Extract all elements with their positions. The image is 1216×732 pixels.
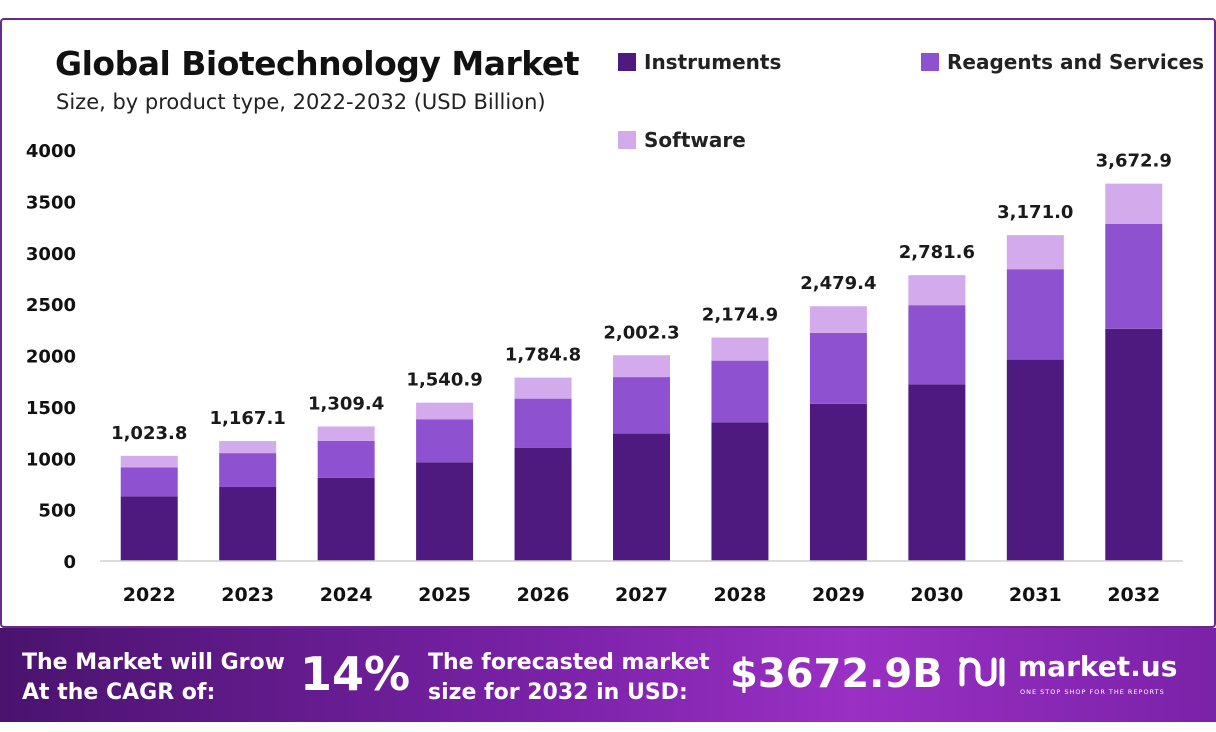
legend-label-software: Software [644, 128, 746, 152]
brand-name: market.us [1018, 650, 1178, 683]
bar-stacks [120, 183, 1163, 561]
bar-software [120, 455, 178, 468]
x-tick-label: 2025 [418, 584, 471, 606]
bar-instruments [416, 462, 474, 561]
x-tick-label: 2031 [1009, 584, 1062, 606]
bar-reagents [317, 440, 375, 478]
bar-reagents [1006, 269, 1064, 360]
bar-reagents [711, 360, 769, 423]
y-tick-label: 1000 [26, 449, 76, 470]
legend-item-software: Software [618, 128, 746, 152]
bar-instruments [613, 433, 670, 561]
total-data-label: 1,167.1 [210, 408, 286, 429]
bar-software [711, 337, 769, 361]
chart-subtitle: Size, by product type, 2022-2032 (USD Bi… [56, 90, 546, 114]
bar-instruments [514, 447, 572, 561]
x-tick-label: 2028 [714, 584, 767, 606]
bar-reagents [809, 332, 867, 404]
chart-title: Global Biotechnology Market [55, 44, 579, 83]
bar-reagents [1105, 223, 1163, 329]
total-data-label: 2,479.4 [800, 273, 876, 294]
bar-reagents [514, 398, 572, 448]
forecast-label: The forecasted market size for 2032 in U… [428, 650, 710, 705]
cagr-value: 14% [300, 647, 411, 701]
y-tick-label: 4000 [26, 141, 76, 162]
total-data-label: 3,672.9 [1096, 151, 1172, 172]
total-data-label: 2,781.6 [899, 242, 975, 263]
x-tick-label: 2032 [1107, 584, 1160, 606]
y-tick-label: 2000 [26, 347, 76, 368]
bar-reagents [613, 377, 670, 434]
bar-instruments [1105, 328, 1163, 561]
x-tick-label: 2029 [812, 584, 865, 606]
bar-software [514, 377, 572, 399]
total-data-label: 1,784.8 [505, 345, 581, 366]
legend-item-reagents: Reagents and Services [921, 50, 1204, 74]
y-axis: 0 500 1000 1500 2000 2500 3000 3500 4000 [26, 141, 76, 573]
bar-software [219, 441, 277, 454]
bar-instruments [317, 477, 375, 561]
brand-tagline: ONE STOP SHOP FOR THE REPORTS [1020, 688, 1165, 696]
y-tick-label: 500 [38, 501, 76, 522]
bar-software [908, 275, 966, 306]
legend-swatch-reagents [921, 53, 939, 71]
cagr-label: The Market will Grow At the CAGR of: [22, 650, 285, 705]
bar-instruments [711, 422, 769, 561]
bar-instruments [809, 403, 867, 561]
bar-software [613, 355, 670, 378]
legend-swatch-software [618, 131, 636, 149]
legend-item-instruments: Instruments [618, 50, 781, 74]
y-tick-label: 3000 [26, 244, 76, 265]
legend-label-reagents: Reagents and Services [947, 50, 1205, 74]
bar-instruments [120, 496, 178, 561]
legend-swatch-instruments [618, 53, 636, 71]
y-tick-label: 2500 [26, 295, 76, 316]
x-tick-label: 2027 [615, 584, 668, 606]
legend-label-instruments: Instruments [644, 50, 782, 74]
y-tick-label: 3500 [26, 192, 76, 213]
bar-instruments [908, 384, 966, 561]
bar-instruments [1006, 359, 1064, 561]
brand-logo: market.us ONE STOP SHOP FOR THE REPORTS [958, 650, 1198, 706]
bar-reagents [120, 467, 178, 497]
x-tick-label: 2026 [517, 584, 570, 606]
bar-software [317, 426, 375, 441]
market-us-logo-icon [959, 657, 1005, 687]
y-tick-label: 1500 [26, 398, 76, 419]
total-data-label: 1,540.9 [406, 370, 482, 391]
footer-banner: The Market will Grow At the CAGR of: 14%… [0, 628, 1216, 722]
total-data-label: 2,002.3 [603, 322, 679, 343]
total-labels: 1,023.8 1,167.1 1,309.4 1,540.9 1,784.8 2,002… [111, 151, 1172, 444]
x-tick-label: 2024 [320, 584, 373, 606]
forecast-value: $3672.9B [730, 651, 943, 697]
bar-software [1006, 235, 1064, 270]
total-data-label: 1,023.8 [111, 423, 187, 444]
total-data-label: 3,171.0 [997, 202, 1073, 223]
bar-reagents [416, 419, 474, 463]
bar-reagents [219, 453, 277, 488]
bar-instruments [219, 487, 277, 561]
x-tick-label: 2023 [221, 584, 274, 606]
x-tick-label: 2022 [123, 584, 176, 606]
y-tick-label: 0 [63, 552, 76, 573]
total-data-label: 1,309.4 [308, 393, 384, 414]
x-tick-label: 2030 [910, 584, 963, 606]
bar-reagents [908, 305, 966, 385]
bar-software [416, 402, 474, 420]
total-data-label: 2,174.9 [702, 305, 778, 326]
bar-software [1105, 183, 1163, 224]
bar-software [809, 306, 867, 333]
x-axis: 2022 2023 2024 2025 2026 2027 2028 2029 2030 2031… [123, 584, 1160, 606]
